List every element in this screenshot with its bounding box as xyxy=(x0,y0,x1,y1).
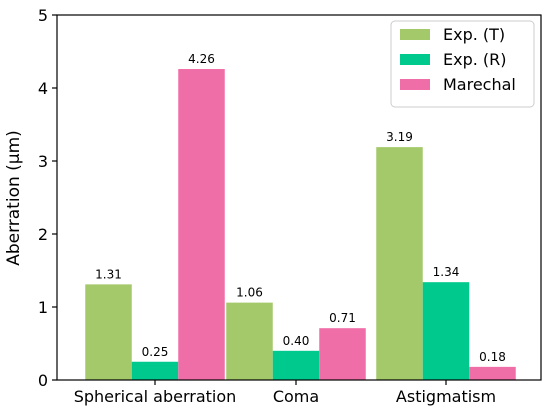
legend-swatch xyxy=(400,54,430,65)
legend: Exp. (T) Exp. (R) Marechal xyxy=(390,20,535,108)
y-axis: 0 1 2 3 4 5 xyxy=(38,6,57,390)
bar-exp-t-1 xyxy=(226,302,273,380)
bar-marechal-2 xyxy=(469,366,516,380)
bar-marechal-1 xyxy=(319,328,366,380)
y-tick-label: 2 xyxy=(38,225,48,244)
y-axis-label: Aberration (μm) xyxy=(4,130,24,266)
bar-exp-r-1 xyxy=(272,350,320,380)
bar-exp-r-2 xyxy=(422,282,470,380)
x-axis: Spherical aberration Coma Astigmatism xyxy=(74,380,496,406)
bar-exp-r-0 xyxy=(131,361,179,380)
x-tick-label: Spherical aberration xyxy=(74,387,237,406)
data-label: 4.26 xyxy=(188,52,215,66)
bar-marechal-0 xyxy=(178,69,225,381)
data-label: 1.34 xyxy=(433,265,460,279)
data-label: 0.71 xyxy=(329,311,356,325)
data-label: 3.19 xyxy=(386,130,413,144)
data-label: 0.18 xyxy=(479,350,506,364)
y-tick-label: 4 xyxy=(38,79,48,98)
legend-swatch xyxy=(400,79,430,90)
bar-exp-t-2 xyxy=(376,147,423,380)
y-tick-label: 5 xyxy=(38,6,48,25)
data-label: 0.25 xyxy=(142,345,169,359)
plot-frame xyxy=(56,14,542,381)
bars-group xyxy=(85,69,516,381)
data-label: 1.06 xyxy=(236,286,263,300)
bar-exp-t-0 xyxy=(85,284,132,380)
x-tick-label: Coma xyxy=(273,387,319,406)
data-labels-group: 1.31 1.06 3.19 0.25 0.40 1.34 4.26 0.71 0.18 xyxy=(95,52,506,364)
legend-swatch xyxy=(400,29,430,40)
legend-label: Marechal xyxy=(443,75,516,94)
y-tick-label: 3 xyxy=(38,152,48,171)
y-tick-label: 1 xyxy=(38,298,48,317)
legend-label: Exp. (T) xyxy=(443,25,505,44)
y-tick-label: 0 xyxy=(38,371,48,390)
data-label: 0.40 xyxy=(283,334,310,348)
legend-label: Exp. (R) xyxy=(443,50,507,69)
x-tick-label: Astigmatism xyxy=(396,387,496,406)
data-label: 1.31 xyxy=(95,267,122,281)
